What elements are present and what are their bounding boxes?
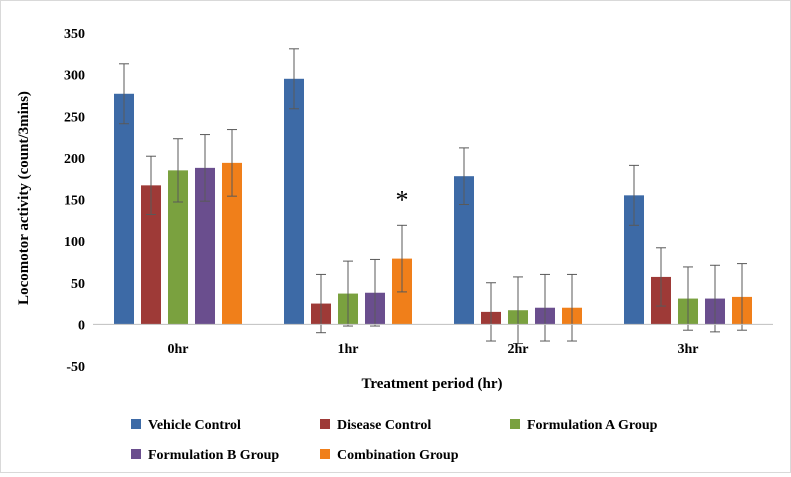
x-tick-label: 2hr bbox=[508, 342, 529, 357]
x-tick-label: 3hr bbox=[678, 342, 699, 357]
legend-label: Formulation A Group bbox=[527, 418, 658, 433]
x-tick-label: 1hr bbox=[338, 342, 359, 357]
legend-swatch bbox=[320, 449, 330, 459]
legend-swatch bbox=[320, 419, 330, 429]
legend-label: Vehicle Control bbox=[148, 418, 241, 433]
y-tick-label: -50 bbox=[66, 360, 85, 375]
y-tick-label: 200 bbox=[64, 152, 85, 167]
bar bbox=[195, 167, 215, 325]
y-tick-label: 100 bbox=[64, 235, 85, 250]
y-tick-label: 350 bbox=[64, 27, 85, 42]
y-tick-label: 300 bbox=[64, 69, 85, 84]
bar bbox=[168, 170, 188, 325]
x-axis-ticks: 0hr 1hr 2hr 3hr bbox=[168, 342, 699, 357]
legend-swatch bbox=[131, 419, 141, 429]
bar bbox=[114, 93, 134, 325]
x-tick-label: 0hr bbox=[168, 342, 189, 357]
bar bbox=[284, 78, 304, 325]
y-tick-label: 50 bbox=[71, 277, 85, 292]
legend-swatch bbox=[131, 449, 141, 459]
legend-label: Disease Control bbox=[337, 418, 431, 433]
y-tick-label: 0 bbox=[78, 318, 85, 333]
y-tick-label: 250 bbox=[64, 110, 85, 125]
bar bbox=[624, 195, 644, 325]
bar bbox=[222, 162, 242, 325]
bar bbox=[141, 185, 161, 325]
y-tick-label: 150 bbox=[64, 194, 85, 209]
y-axis-title: Locomotor activity (count/3mins) bbox=[16, 91, 32, 305]
x-axis-title: Treatment period (hr) bbox=[361, 376, 502, 392]
legend-swatch bbox=[510, 419, 520, 429]
y-axis-ticks: 350 300 250 200 150 100 50 0 -50 bbox=[64, 27, 85, 375]
legend-label: Combination Group bbox=[337, 448, 459, 463]
legend-label: Formulation B Group bbox=[148, 448, 279, 463]
bars: * bbox=[114, 48, 752, 345]
significance-marker: * bbox=[396, 185, 409, 214]
bar bbox=[454, 176, 474, 325]
legend: Vehicle Control Disease Control Formulatio… bbox=[131, 418, 658, 463]
